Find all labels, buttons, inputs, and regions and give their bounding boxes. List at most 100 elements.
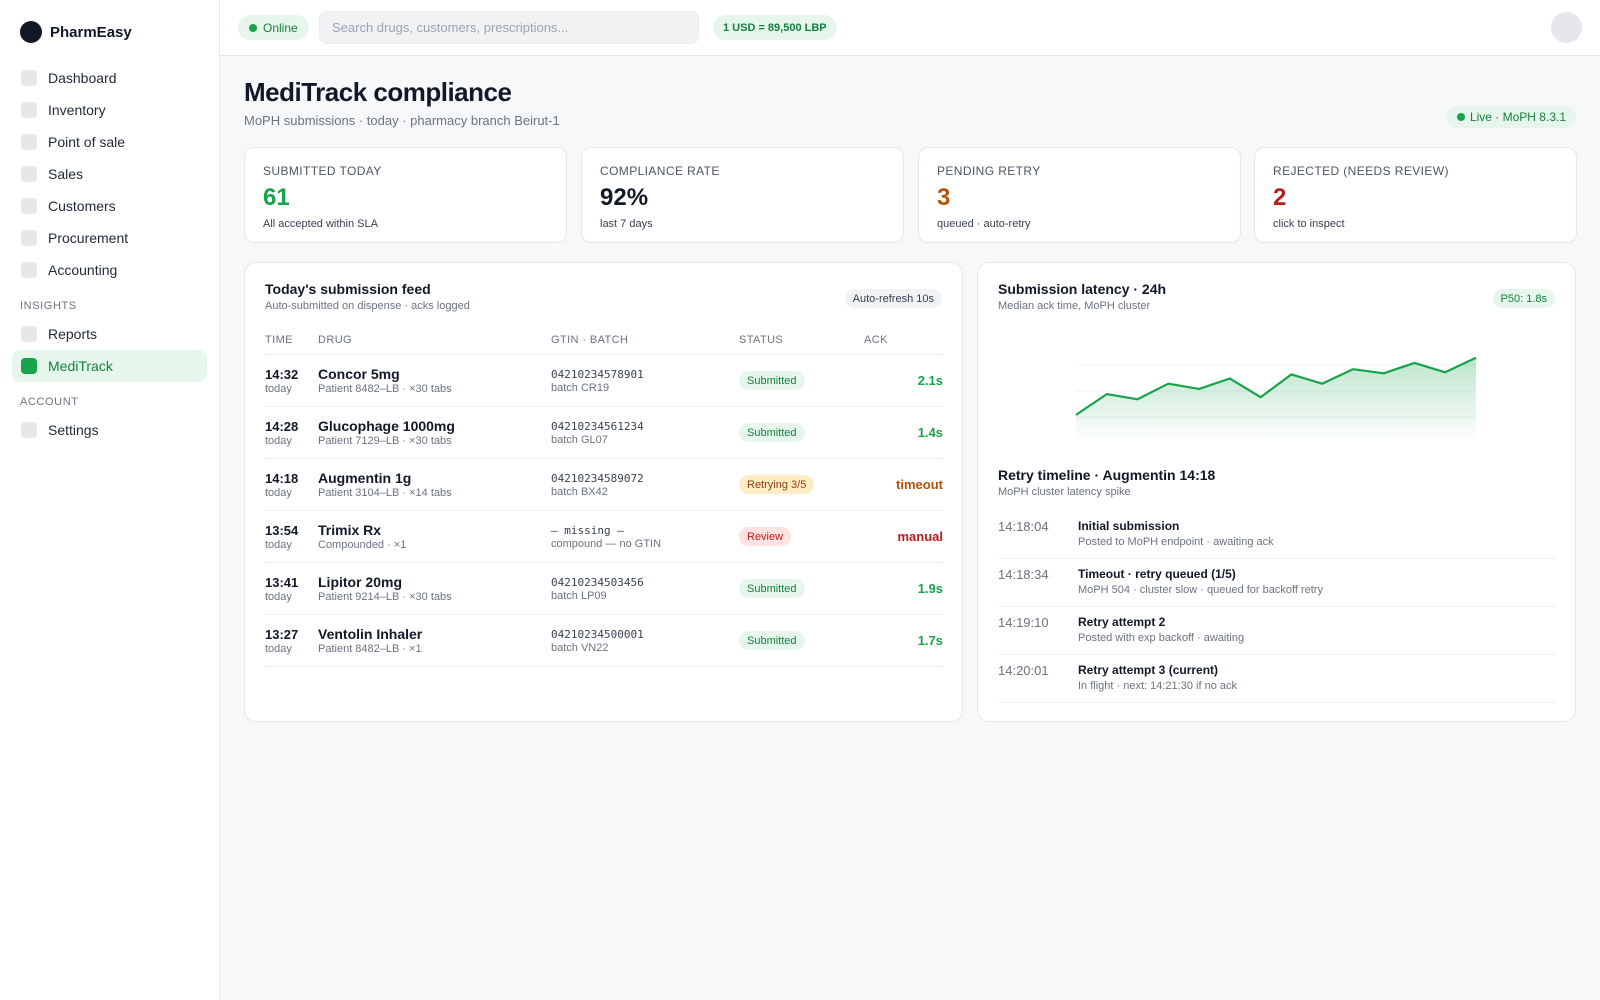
brand-logo-icon [20,21,42,43]
event-description: Posted with exp backoff · awaiting [1078,632,1245,644]
stat-card-compliance-rate: COMPLIANCE RATE 92% last 7 days [581,147,904,243]
event-time: 14:18:34 [998,567,1049,582]
event-title: Retry attempt 2 [1078,615,1166,629]
dashboard-icon [21,70,37,86]
sidebar-item-point-of-sale[interactable]: Point of sale [12,126,207,158]
stat-card-pending-retry: PENDING RETRY 3 queued · auto-retry [918,147,1241,243]
sales-icon [21,166,37,182]
page-title: MediTrack compliance [244,77,512,107]
sidebar-item-label: Reports [48,326,98,342]
column-header-drug: DRUG [318,333,352,346]
row-batch: batch CR19 [551,381,610,394]
auto-refresh-badge[interactable]: Auto-refresh 10s [844,289,942,308]
point-of-sale-icon [21,134,37,150]
event-title: Retry attempt 3 (current) [1078,663,1219,677]
search-input[interactable] [319,11,699,44]
brand-name: PharmEasy [50,23,132,41]
brand[interactable]: PharmEasy [20,21,132,43]
row-detail: Patient 3104–LB · ×14 tabs [318,487,452,499]
row-ack: 2.1s [917,372,943,388]
row-gtin: 04210234500001 [551,627,644,641]
row-drug: Augmentin 1g [318,470,412,486]
avatar[interactable] [1551,12,1582,43]
row-gtin: — missing — [551,523,624,537]
settings-icon [21,422,37,438]
sidebar-item-label: Inventory [48,102,106,118]
stat-note: last 7 days [600,218,653,230]
row-drug: Ventolin Inhaler [318,626,423,642]
feed-subtitle: Auto-submitted on dispense · acks logged [265,300,470,312]
row-detail: Patient 7129–LB · ×30 tabs [318,435,452,447]
reports-icon [21,326,37,342]
sidebar-item-meditrack[interactable]: MediTrack [12,350,207,382]
sidebar-item-label: Procurement [48,230,129,246]
submission-feed-panel: Today's submission feed Auto-submitted o… [244,262,963,722]
event-time: 14:18:04 [998,519,1049,534]
stat-value: 92% [600,184,649,211]
p50-badge: P50: 1.8s [1492,289,1555,308]
timeline-event: 14:18:34 Timeout · retry queued (1/5) MoP… [998,559,1556,607]
latency-subtitle: Median ack time, MoPH cluster [998,300,1151,312]
stat-note: queued · auto-retry [937,218,1031,230]
stat-label: SUBMITTED TODAY [263,164,382,178]
stat-note: All accepted within SLA [263,218,378,230]
latency-title: Submission latency · 24h [998,281,1167,297]
status-badge: Submitted [739,579,805,599]
live-status-badge: Live · MoPH 8.3.1 [1446,106,1576,128]
row-ack: 1.4s [917,424,943,440]
stat-label: REJECTED (NEEDS REVIEW) [1273,164,1449,178]
row-batch: batch BX42 [551,485,608,498]
retry-timeline: 14:18:04 Initial submission Posted to MoP… [998,511,1556,703]
row-time: 13:27 [265,626,299,642]
event-time: 14:20:01 [998,663,1049,678]
sidebar-item-customers[interactable]: Customers [12,190,207,222]
sidebar-item-label: Point of sale [48,134,126,150]
stat-note: click to inspect [1273,218,1345,230]
status-badge: Review [739,527,792,547]
status-badge: Submitted [739,631,805,651]
row-gtin: 04210234589072 [551,471,644,485]
sidebar-section-account: ACCOUNT [20,396,79,408]
accounting-icon [21,262,37,278]
stat-card-rejected[interactable]: REJECTED (NEEDS REVIEW) 2 click to inspe… [1254,147,1577,243]
column-header-status: STATUS [739,333,784,346]
table-header: TIME DRUG GTIN · BATCH STATUS ACK [265,325,943,355]
sidebar-item-accounting[interactable]: Accounting [12,254,207,286]
row-time: 13:54 [265,522,299,538]
stat-value: 2 [1273,184,1287,211]
online-status-label: Online [263,20,298,35]
live-dot-icon [1456,113,1465,121]
row-detail: Patient 9214–LB · ×30 tabs [318,591,452,603]
row-ack: timeout [896,476,943,492]
row-drug: Trimix Rx [318,522,382,538]
table-row[interactable]: 13:54 today Trimix Rx Compounded · ×1 — mi… [265,511,943,563]
meditrack-icon [21,358,37,374]
sidebar-item-sales[interactable]: Sales [12,158,207,190]
sidebar-item-inventory[interactable]: Inventory [12,94,207,126]
sidebar-item-procurement[interactable]: Procurement [12,222,207,254]
table-row[interactable]: 14:32 today Concor 5mg Patient 8482–LB · ×… [265,355,943,407]
table-row[interactable]: 13:41 today Lipitor 20mg Patient 9214–LB ·… [265,563,943,615]
latency-area [1076,357,1476,443]
event-description: In flight · next: 14:21:30 if no ack [1078,680,1237,692]
sidebar-item-label: Sales [48,166,84,182]
sidebar-item-label: Dashboard [48,70,117,86]
stat-value: 61 [263,184,290,211]
online-status-badge: Online [238,15,309,40]
sidebar-item-dashboard[interactable]: Dashboard [12,62,207,94]
stat-value: 3 [937,184,951,211]
stat-label: COMPLIANCE RATE [600,164,720,178]
sidebar-item-settings[interactable]: Settings [12,414,207,446]
table-row[interactable]: 14:18 today Augmentin 1g Patient 3104–LB ·… [265,459,943,511]
row-drug: Concor 5mg [318,366,400,382]
row-batch: batch LP09 [551,589,607,602]
row-time: 13:41 [265,574,299,590]
row-detail: Compounded · ×1 [318,539,407,551]
sidebar-item-reports[interactable]: Reports [12,318,207,350]
row-day: today [265,382,292,395]
table-row[interactable]: 13:27 today Ventolin Inhaler Patient 8482–… [265,615,943,667]
table-row[interactable]: 14:28 today Glucophage 1000mg Patient 7129… [265,407,943,459]
timeline-event: 14:18:04 Initial submission Posted to MoP… [998,511,1556,559]
row-batch: batch VN22 [551,641,609,654]
stat-label: PENDING RETRY [937,164,1041,178]
